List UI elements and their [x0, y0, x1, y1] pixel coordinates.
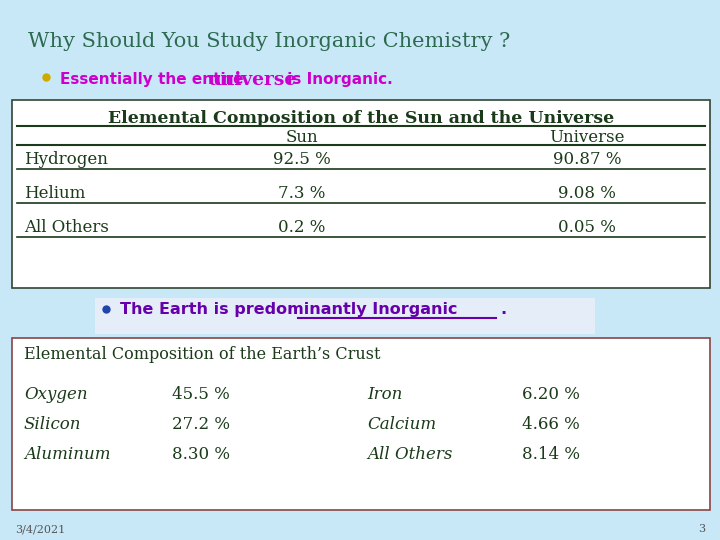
Text: 8.30 %: 8.30 % — [172, 446, 230, 463]
Text: 3/4/2021: 3/4/2021 — [15, 524, 66, 534]
Text: 92.5 %: 92.5 % — [273, 151, 331, 168]
Text: 0.05 %: 0.05 % — [558, 219, 616, 236]
Text: Universe: Universe — [549, 129, 625, 146]
Text: 9.08 %: 9.08 % — [558, 185, 616, 202]
Text: 0.2 %: 0.2 % — [279, 219, 325, 236]
Text: Calcium: Calcium — [367, 416, 436, 433]
Text: Silicon: Silicon — [24, 416, 81, 433]
FancyBboxPatch shape — [12, 338, 710, 510]
Text: 3: 3 — [698, 524, 705, 534]
Text: Sun: Sun — [286, 129, 318, 146]
Text: All Others: All Others — [367, 446, 452, 463]
Text: Helium: Helium — [24, 185, 86, 202]
Text: 4.66 %: 4.66 % — [522, 416, 580, 433]
Text: is Inorganic.: is Inorganic. — [282, 72, 392, 87]
Text: universe: universe — [208, 71, 297, 89]
Text: 7.3 %: 7.3 % — [279, 185, 325, 202]
Text: 90.87 %: 90.87 % — [553, 151, 621, 168]
FancyBboxPatch shape — [12, 100, 710, 288]
Text: Elemental Composition of the Earth’s Crust: Elemental Composition of the Earth’s Cru… — [24, 346, 380, 363]
Text: 45.5 %: 45.5 % — [172, 386, 230, 403]
FancyBboxPatch shape — [95, 298, 595, 334]
Text: Oxygen: Oxygen — [24, 386, 88, 403]
Text: All Others: All Others — [24, 219, 109, 236]
Text: 8.14 %: 8.14 % — [522, 446, 580, 463]
Text: 6.20 %: 6.20 % — [522, 386, 580, 403]
Text: The Earth is predominantly Inorganic: The Earth is predominantly Inorganic — [120, 302, 457, 317]
Text: Why Should You Study Inorganic Chemistry ?: Why Should You Study Inorganic Chemistry… — [28, 32, 510, 51]
Text: Aluminum: Aluminum — [24, 446, 110, 463]
Text: Essentially the entire: Essentially the entire — [60, 72, 248, 87]
Text: Iron: Iron — [367, 386, 402, 403]
Text: Elemental Composition of the Sun and the Universe: Elemental Composition of the Sun and the… — [108, 110, 614, 127]
Text: .: . — [500, 302, 506, 317]
Text: 27.2 %: 27.2 % — [172, 416, 230, 433]
Text: Hydrogen: Hydrogen — [24, 151, 108, 168]
